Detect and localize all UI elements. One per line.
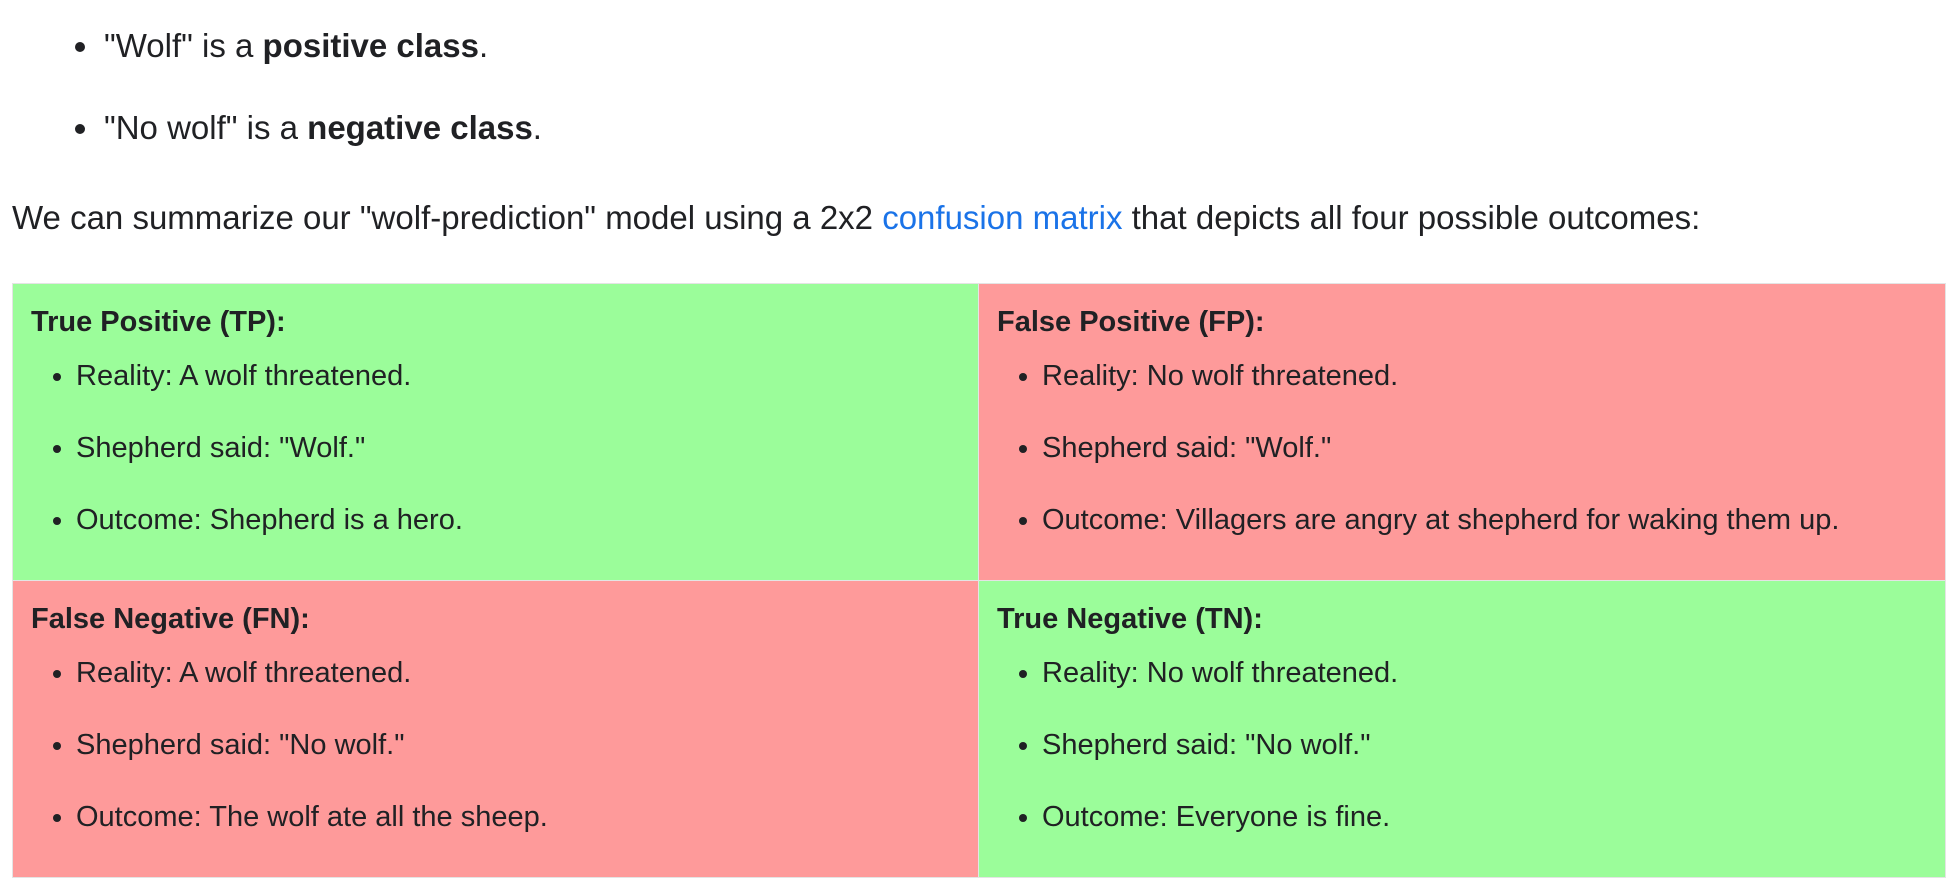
false-positive-title: False Positive (FP): (997, 306, 1265, 338)
list-item: Outcome: Villagers are angry at shepherd… (1042, 500, 1927, 540)
list-item: Shepherd said: "Wolf." (1042, 428, 1927, 468)
list-item: Shepherd said: "No wolf." (76, 725, 960, 765)
false-negative-title: False Negative (FN): (31, 603, 310, 635)
list-item: Shepherd said: "No wolf." (1042, 725, 1927, 765)
true-negative-cell: True Negative (TN): Reality: No wolf thr… (978, 580, 1946, 878)
list-item: Reality: A wolf threatened. (76, 356, 960, 396)
positive-class-term: positive class (262, 27, 479, 64)
intro-paragraph: We can summarize our "wolf-prediction" m… (12, 199, 1701, 236)
class-definition-list: "Wolf" is a positive class. "No wolf" is… (72, 22, 542, 186)
list-item: Reality: No wolf threatened. (1042, 356, 1927, 396)
negative-class-term: negative class (307, 109, 533, 146)
negative-class-item: "No wolf" is a negative class. (102, 104, 542, 152)
matrix-row-positive-prediction: True Positive (TP): Reality: A wolf thre… (12, 283, 1946, 581)
list-item: Reality: A wolf threatened. (76, 653, 960, 693)
false-negative-cell: False Negative (FN): Reality: A wolf thr… (12, 580, 979, 878)
true-negative-title: True Negative (TN): (997, 603, 1263, 635)
false-positive-cell: False Positive (FP): Reality: No wolf th… (978, 283, 1946, 581)
true-positive-list: Reality: A wolf threatened. Shepherd sai… (31, 356, 960, 540)
true-positive-title: True Positive (TP): (31, 306, 286, 338)
positive-class-item: "Wolf" is a positive class. (102, 22, 542, 70)
confusion-matrix-table: True Positive (TP): Reality: A wolf thre… (12, 283, 1946, 878)
true-negative-list: Reality: No wolf threatened. Shepherd sa… (997, 653, 1927, 837)
list-item: Reality: No wolf threatened. (1042, 653, 1927, 693)
list-item: Shepherd said: "Wolf." (76, 428, 960, 468)
list-item: Outcome: Shepherd is a hero. (76, 500, 960, 540)
false-negative-list: Reality: A wolf threatened. Shepherd sai… (31, 653, 960, 837)
list-item: Outcome: The wolf ate all the sheep. (76, 797, 960, 837)
false-positive-list: Reality: No wolf threatened. Shepherd sa… (997, 356, 1927, 540)
true-positive-cell: True Positive (TP): Reality: A wolf thre… (12, 283, 979, 581)
matrix-row-negative-prediction: False Negative (FN): Reality: A wolf thr… (12, 580, 1946, 878)
confusion-matrix-link[interactable]: confusion matrix (882, 199, 1123, 236)
list-item: Outcome: Everyone is fine. (1042, 797, 1927, 837)
